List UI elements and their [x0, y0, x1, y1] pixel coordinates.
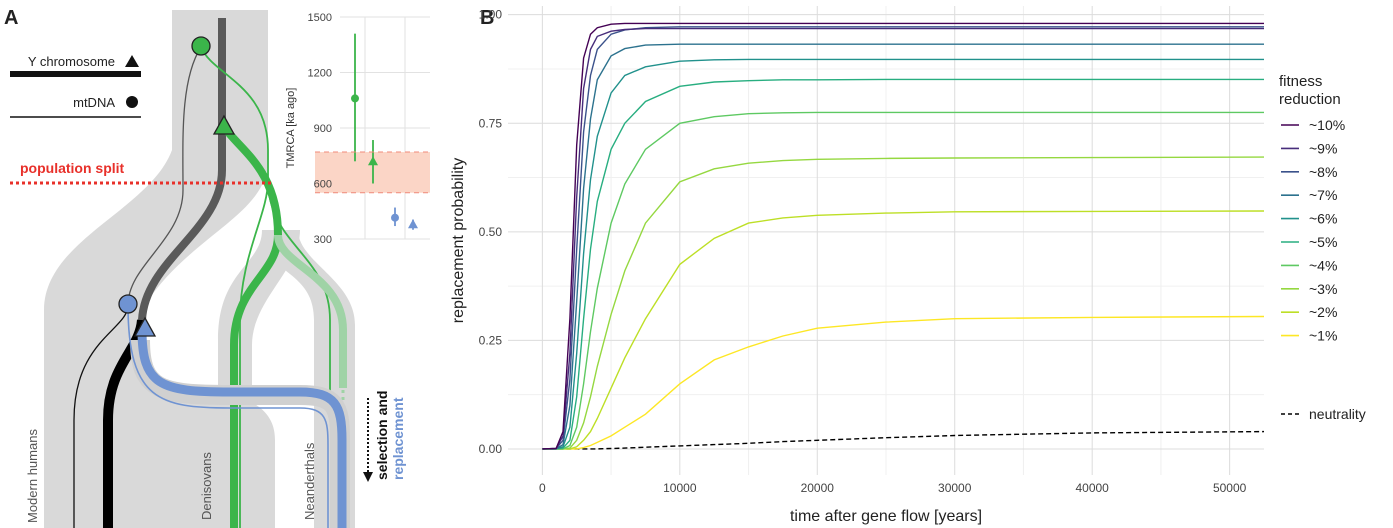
legend-label: ~8%: [1309, 164, 1337, 180]
main-y-tick-label: 0.50: [479, 225, 503, 239]
series-line: [542, 156, 1265, 450]
main-grid: [508, 6, 1264, 475]
inset-y-tick-label: 300: [314, 234, 332, 246]
main-series-lines: [542, 22, 1265, 450]
tmrca-point-triangle: [368, 156, 378, 166]
y-chromosome-label: Y chromosome: [28, 54, 115, 69]
tmrca-point-circle: [351, 94, 359, 103]
tmrca-inset-chart: 300 600 900 1200 1500 TMRCA [ka ago]: [285, 12, 430, 246]
tmrca-point-circle: [391, 213, 399, 222]
lineages: [73, 18, 350, 528]
main-x-tick-label: 50000: [1213, 481, 1247, 495]
mtdna-modern-old: [127, 46, 202, 306]
main-x-axis-label: time after gene flow [years]: [790, 508, 982, 525]
mtdna-modern: [73, 304, 129, 528]
legend-label: ~5%: [1309, 234, 1337, 250]
mtdna-tmrca-neanderthal-marker: [118, 294, 138, 314]
legend-label: ~2%: [1309, 304, 1337, 320]
modern-humans-label: Modern humans: [25, 429, 40, 523]
denisovans-label: Denisovans: [199, 452, 214, 520]
mtdna-neanderthal-new: [127, 304, 329, 528]
panel-a-label: A: [4, 7, 18, 29]
main-x-tick-label: 40000: [1075, 481, 1109, 495]
series-line: [542, 430, 1265, 450]
neanderthals-label: Neanderthals: [302, 442, 317, 520]
legend-label: ~7%: [1309, 187, 1337, 203]
population-split-label: population split: [20, 160, 125, 176]
main-x-tick-label: 30000: [938, 481, 972, 495]
main-tick-labels: 0.00 0.25 0.50 0.75 1.00 0 10000 20000 30000 4000…: [479, 8, 1247, 495]
panel-b-label: B: [480, 7, 494, 29]
inset-y-tick-label: 600: [314, 179, 332, 191]
replacement-label: replacement: [390, 397, 406, 480]
main-y-tick-label: 1.00: [479, 8, 503, 22]
series-line: [542, 210, 1265, 450]
legend-label: ~4%: [1309, 257, 1337, 273]
legend-label: ~3%: [1309, 281, 1337, 297]
main-x-tick-label: 20000: [801, 481, 835, 495]
inset-y-tick-label: 1500: [308, 12, 332, 24]
legend-title-line-1: fitness: [1279, 73, 1322, 90]
main-y-tick-label: 0.25: [479, 333, 503, 347]
y-tmrca-neanderthal-marker: [133, 316, 157, 337]
arrow-down-icon: [363, 472, 373, 482]
y-neanderthal-new: [137, 329, 347, 528]
y-tmrca-archaic-marker: [212, 114, 236, 135]
inset-y-axis-label: TMRCA [ka ago]: [285, 88, 297, 169]
inset-y-tick-label: 1200: [308, 68, 332, 80]
legend-label: ~9%: [1309, 140, 1337, 156]
triangle-icon: [125, 55, 139, 67]
inset-marks: [351, 33, 418, 230]
circle-icon: [126, 96, 138, 108]
legend-label: ~6%: [1309, 211, 1337, 227]
legend-label: neutrality: [1309, 406, 1366, 422]
series-line: [542, 27, 1264, 450]
mtdna-label: mtDNA: [73, 95, 115, 110]
fitness-legend: fitness reduction ~10% ~9% ~8% ~7% ~6% ~5% ~4%…: [1279, 73, 1366, 422]
series-line: [542, 22, 1264, 450]
series-line: [542, 43, 1264, 450]
series-line: [542, 26, 1264, 450]
legend-label: ~1%: [1309, 328, 1337, 344]
y-neanderthal-old: [274, 234, 347, 388]
main-y-tick-label: 0.75: [479, 116, 503, 130]
main-x-tick-label: 0: [539, 481, 546, 495]
legend-label: ~10%: [1309, 117, 1345, 133]
mtdna-tmrca-archaic-marker: [191, 36, 211, 56]
panel-b: B 0.00 0.25 0.50 0.75 1.00 0 10000 20000 30000 40…: [450, 6, 1366, 525]
panel-a-legend: Y chromosome mtDNA: [10, 54, 141, 118]
series-line: [542, 315, 1265, 450]
main-y-tick-label: 0.00: [479, 442, 503, 456]
main-y-axis-label: replacement probability: [450, 158, 467, 323]
series-line: [542, 58, 1264, 450]
inset-tick-labels: 300 600 900 1200 1500: [308, 12, 332, 246]
panel-a: A Y chromosome mtDNA: [4, 7, 406, 528]
legend-title-line-2: reduction: [1279, 91, 1341, 108]
series-line: [542, 111, 1264, 450]
series-line: [542, 78, 1264, 450]
selection-label: selection and: [374, 391, 390, 480]
tmrca-point-triangle: [408, 219, 418, 229]
main-x-tick-label: 10000: [663, 481, 697, 495]
inset-grid: [340, 16, 430, 240]
inset-y-tick-label: 900: [314, 123, 332, 135]
